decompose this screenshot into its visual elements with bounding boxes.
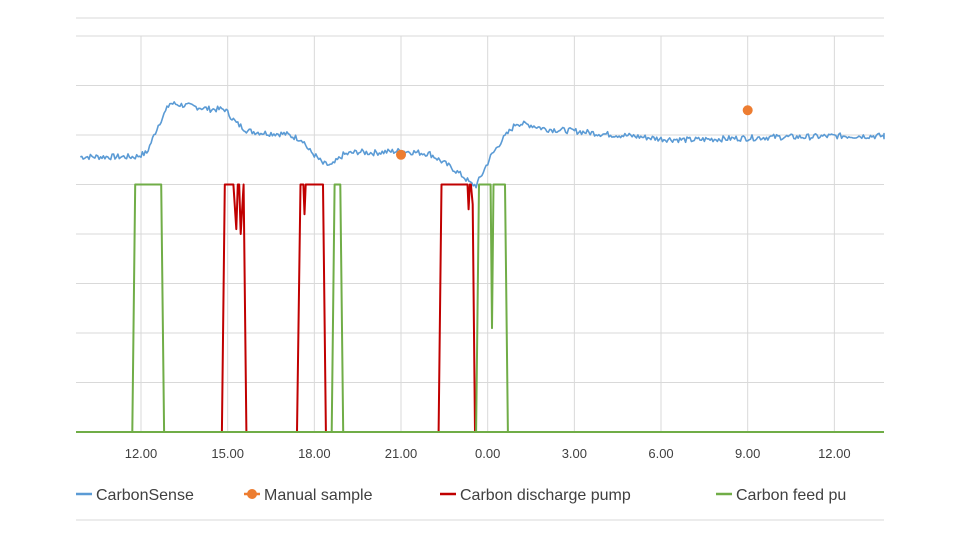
legend-item: CarbonSense — [76, 487, 194, 504]
x-tick-label: 0.00 — [475, 446, 500, 461]
chart-gridlines — [76, 17, 884, 433]
x-tick-label: 12.00 — [125, 446, 158, 461]
legend-label: CarbonSense — [96, 487, 194, 504]
carbon-discharge-pump-line — [220, 183, 476, 433]
chart-series — [76, 101, 885, 433]
legend-item: Manual sample — [244, 487, 373, 504]
x-tick-label: 12.00 — [818, 446, 851, 461]
manual-sample-point — [742, 105, 753, 116]
x-tick-label: 6.00 — [648, 446, 673, 461]
carbon-feed-pump-line — [131, 183, 509, 433]
legend-item: Carbon feed pu — [716, 487, 846, 504]
carbonsense-line — [80, 101, 885, 189]
legend-label: Carbon feed pu — [736, 487, 846, 504]
legend-label: Carbon discharge pump — [460, 487, 631, 504]
legend-swatch-dot — [247, 489, 257, 499]
legend-label: Manual sample — [264, 487, 373, 504]
manual-sample-point — [396, 149, 407, 160]
x-tick-label: 21.00 — [385, 446, 418, 461]
x-tick-label: 9.00 — [735, 446, 760, 461]
x-tick-label: 15.00 — [211, 446, 244, 461]
chart-legend: CarbonSense Manual sample Carbon discharge… — [76, 487, 884, 521]
legend-item: Carbon discharge pump — [440, 487, 631, 504]
x-tick-label: 3.00 — [562, 446, 587, 461]
x-tick-label: 18.00 — [298, 446, 331, 461]
x-axis: 12.00 15.00 18.00 21.00 0.00 3.00 6.00 9.00 12.0… — [125, 446, 851, 461]
